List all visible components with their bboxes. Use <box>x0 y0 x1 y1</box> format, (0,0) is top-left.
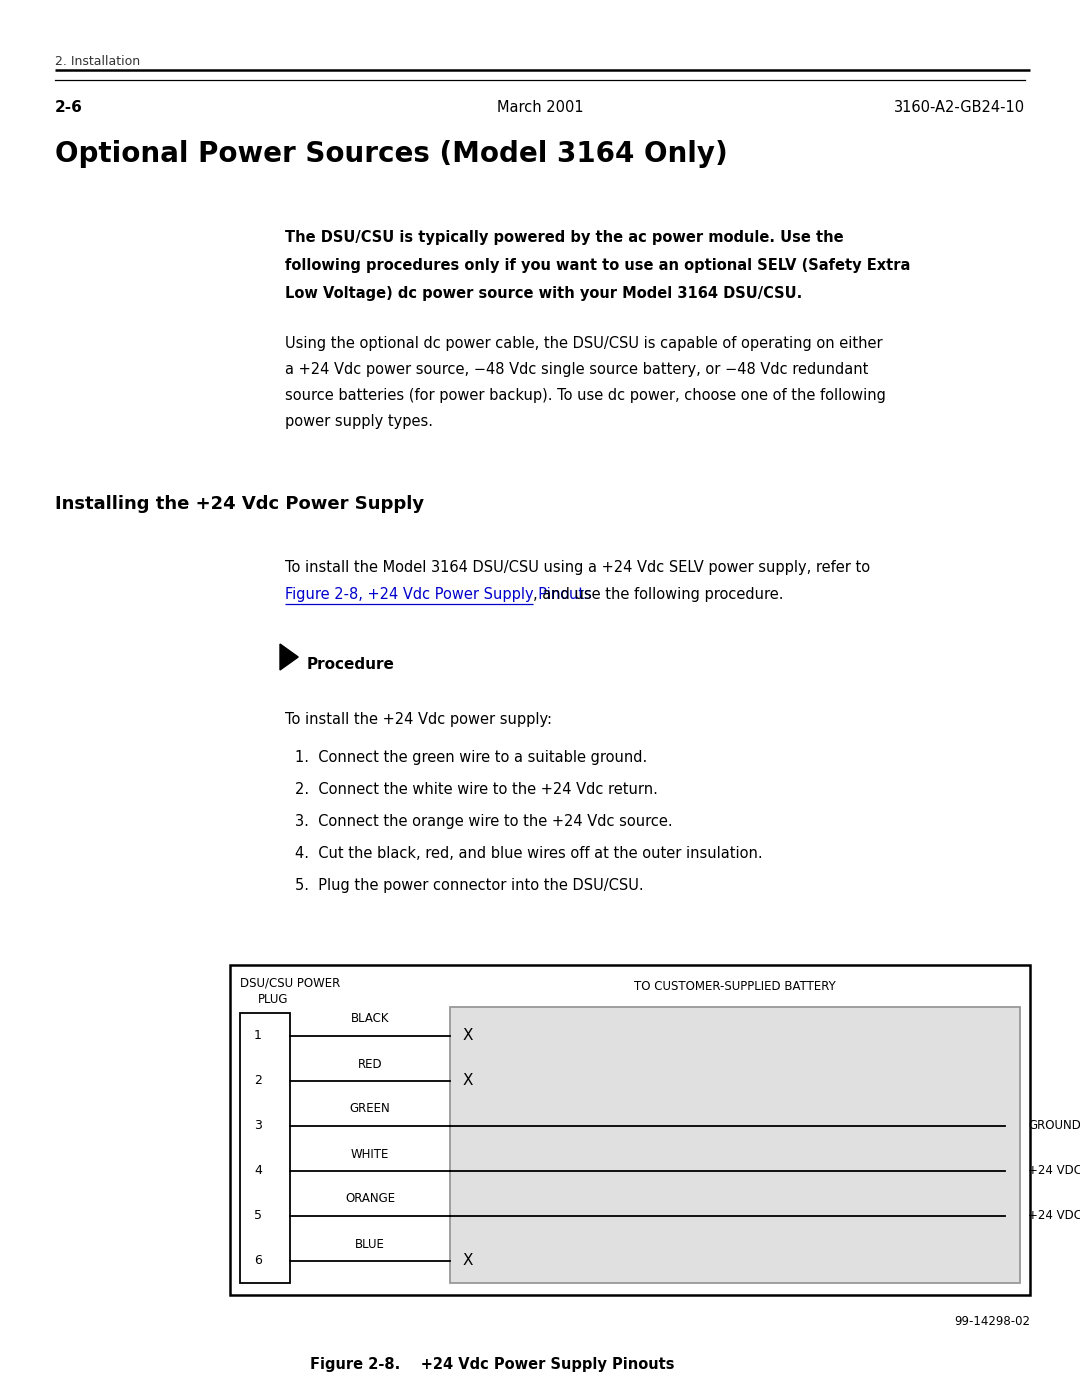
Text: 4: 4 <box>254 1164 262 1178</box>
Text: Installing the +24 Vdc Power Supply: Installing the +24 Vdc Power Supply <box>55 495 424 513</box>
Text: 4.  Cut the black, red, and blue wires off at the outer insulation.: 4. Cut the black, red, and blue wires of… <box>295 847 762 861</box>
Text: power supply types.: power supply types. <box>285 414 433 429</box>
Text: The DSU/CSU is typically powered by the ac power module. Use the: The DSU/CSU is typically powered by the … <box>285 231 843 244</box>
Text: To install the Model 3164 DSU/CSU using a +24 Vdc SELV power supply, refer to: To install the Model 3164 DSU/CSU using … <box>285 560 870 576</box>
Text: DSU/CSU POWER: DSU/CSU POWER <box>240 977 340 990</box>
Text: PLUG: PLUG <box>258 993 288 1006</box>
Text: 99-14298-02: 99-14298-02 <box>954 1315 1030 1329</box>
Text: source batteries (for power backup). To use dc power, choose one of the followin: source batteries (for power backup). To … <box>285 388 886 402</box>
Bar <box>230 965 1030 1295</box>
Text: a +24 Vdc power source, −48 Vdc single source battery, or −48 Vdc redundant: a +24 Vdc power source, −48 Vdc single s… <box>285 362 868 377</box>
Bar <box>450 1007 1020 1282</box>
Text: X: X <box>462 1073 473 1088</box>
Text: GREEN: GREEN <box>350 1102 390 1115</box>
Text: ORANGE: ORANGE <box>345 1193 395 1206</box>
Text: 6: 6 <box>254 1255 262 1267</box>
Text: X: X <box>462 1253 473 1268</box>
Text: Using the optional dc power cable, the DSU/CSU is capable of operating on either: Using the optional dc power cable, the D… <box>285 337 882 351</box>
Bar <box>240 1013 291 1282</box>
Polygon shape <box>280 644 298 671</box>
Text: 3: 3 <box>254 1119 262 1132</box>
Text: Optional Power Sources (Model 3164 Only): Optional Power Sources (Model 3164 Only) <box>55 140 728 168</box>
Text: 3.  Connect the orange wire to the +24 Vdc source.: 3. Connect the orange wire to the +24 Vd… <box>295 814 673 828</box>
Text: GROUND: GROUND <box>1028 1119 1080 1132</box>
Text: 2. Installation: 2. Installation <box>55 54 140 68</box>
Text: Figure 2-8.    +24 Vdc Power Supply Pinouts: Figure 2-8. +24 Vdc Power Supply Pinouts <box>310 1356 675 1372</box>
Text: BLACK: BLACK <box>351 1013 389 1025</box>
Text: 5.  Plug the power connector into the DSU/CSU.: 5. Plug the power connector into the DSU… <box>295 877 644 893</box>
Text: BLUE: BLUE <box>355 1238 384 1250</box>
Text: following procedures only if you want to use an optional SELV (Safety Extra: following procedures only if you want to… <box>285 258 910 272</box>
Text: Figure 2-8, +24 Vdc Power Supply Pinouts: Figure 2-8, +24 Vdc Power Supply Pinouts <box>285 587 592 602</box>
Text: X: X <box>462 1028 473 1044</box>
Text: 2.  Connect the white wire to the +24 Vdc return.: 2. Connect the white wire to the +24 Vdc… <box>295 782 658 798</box>
Text: 1: 1 <box>254 1030 262 1042</box>
Text: Procedure: Procedure <box>307 657 395 672</box>
Text: TO CUSTOMER-SUPPLIED BATTERY: TO CUSTOMER-SUPPLIED BATTERY <box>634 981 836 993</box>
Text: , and use the following procedure.: , and use the following procedure. <box>534 587 783 602</box>
Text: 1.  Connect the green wire to a suitable ground.: 1. Connect the green wire to a suitable … <box>295 750 647 766</box>
Text: +24 VDC SOURCE: +24 VDC SOURCE <box>1028 1208 1080 1222</box>
Text: +24 VDC RETURN: +24 VDC RETURN <box>1028 1164 1080 1178</box>
Text: March 2001: March 2001 <box>497 101 583 115</box>
Text: 5: 5 <box>254 1208 262 1222</box>
Text: 2: 2 <box>254 1074 262 1087</box>
Text: RED: RED <box>357 1058 382 1070</box>
Text: 3160-A2-GB24-10: 3160-A2-GB24-10 <box>894 101 1025 115</box>
Text: WHITE: WHITE <box>351 1147 389 1161</box>
Text: 2-6: 2-6 <box>55 101 83 115</box>
Text: To install the +24 Vdc power supply:: To install the +24 Vdc power supply: <box>285 712 552 726</box>
Text: Low Voltage) dc power source with your Model 3164 DSU/CSU.: Low Voltage) dc power source with your M… <box>285 286 802 300</box>
